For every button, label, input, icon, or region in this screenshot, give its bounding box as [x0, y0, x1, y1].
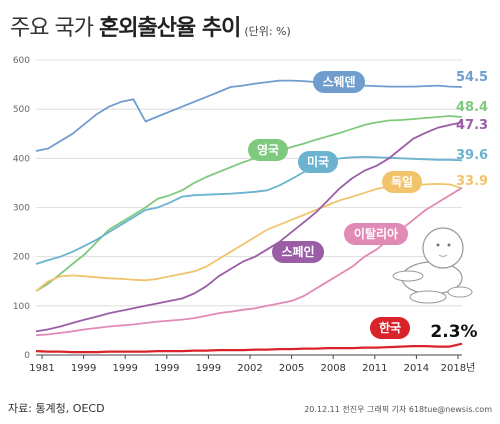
x-tick-label: 1981: [29, 363, 54, 374]
title-bold: 혼외출산율 추이: [98, 16, 241, 41]
x-tick-label: 2014: [404, 363, 429, 374]
series-name-pill: 한국: [370, 317, 410, 339]
series-name-label: 스웨덴: [322, 74, 355, 89]
series-name-pill: 영국: [248, 139, 288, 161]
series-name-pill: 이탈리아: [344, 223, 408, 245]
chart-title: 주요 국가 혼외출산율 추이 (단위: %): [10, 10, 291, 42]
title-main: 주요 국가: [10, 16, 94, 41]
series-end-value: 2.3%: [430, 322, 477, 342]
series-name-pill: 독일: [382, 171, 422, 193]
y-tick-label: 600: [13, 56, 30, 66]
x-tick-label: 1999: [196, 363, 221, 374]
pill-background: [272, 241, 324, 263]
x-tick-label: 2011: [362, 363, 387, 374]
series-name-label: 독일: [391, 175, 413, 189]
series-line-5: [35, 187, 463, 337]
series-line-4: [35, 121, 463, 333]
baby-illustration: [392, 227, 473, 304]
y-tick-label: 100: [13, 302, 30, 312]
source-note: 자료: 통계청, OECD: [8, 402, 105, 415]
line-chart: 0 100 200 300 400 500 600 1981 1999 1999 1999 1999…: [13, 56, 488, 374]
series-end-value: 47.3: [456, 118, 488, 133]
series-name-pill: 미국: [298, 151, 338, 173]
series-line-2: [35, 155, 463, 265]
series-lines: [35, 79, 463, 354]
credit-note: 20.12.11 전진우 그래픽 기자 618tue@newsis.com: [304, 405, 492, 414]
x-axis: 1981 1999 1999 1999 1999 2002 2005 2008 2011 2014…: [29, 354, 476, 374]
pill-background: [248, 139, 288, 161]
x-tick-label: 2002: [237, 363, 262, 374]
x-tick-label: 2005: [279, 363, 304, 374]
series-name-label: 이탈리아: [354, 226, 398, 241]
series-end-value: 39.6: [456, 148, 488, 163]
y-tick-label: 300: [13, 204, 30, 214]
series-name-pill: 스페인: [272, 241, 324, 263]
x-tick-label: 2008: [320, 363, 345, 374]
y-tick-label: 500: [13, 105, 30, 115]
grid: [36, 59, 462, 356]
y-axis: 0 100 200 300 400 500 600: [13, 56, 30, 361]
pill-background: [344, 223, 408, 245]
series-name-pill: 스웨덴: [313, 71, 365, 93]
series-line-0: [35, 79, 463, 152]
series-line-6: [35, 342, 463, 354]
y-tick-label: 0: [24, 351, 30, 361]
x-tick-label: 1999: [154, 363, 179, 374]
series-name-label: 한국: [379, 320, 401, 335]
unit-label: (단위: %): [244, 25, 291, 38]
pill-background: [382, 171, 422, 193]
series-name-label: 영국: [257, 142, 279, 157]
x-tick-label: 1999: [112, 363, 137, 374]
x-tick-label: 2018년: [441, 362, 476, 374]
series-end-value: 48.4: [456, 100, 488, 115]
y-tick-label: 400: [13, 154, 30, 164]
x-tick-label: 1999: [71, 363, 96, 374]
series-name-label: 미국: [307, 154, 329, 169]
series-end-value: 33.9: [456, 174, 488, 189]
series-name-label: 스페인: [281, 244, 314, 259]
pill-background: [370, 317, 410, 339]
series-line-1: [35, 115, 463, 292]
pill-background: [313, 71, 365, 93]
series-end-value: 54.5: [456, 70, 488, 85]
pill-background: [298, 151, 338, 173]
y-tick-label: 200: [13, 253, 30, 263]
